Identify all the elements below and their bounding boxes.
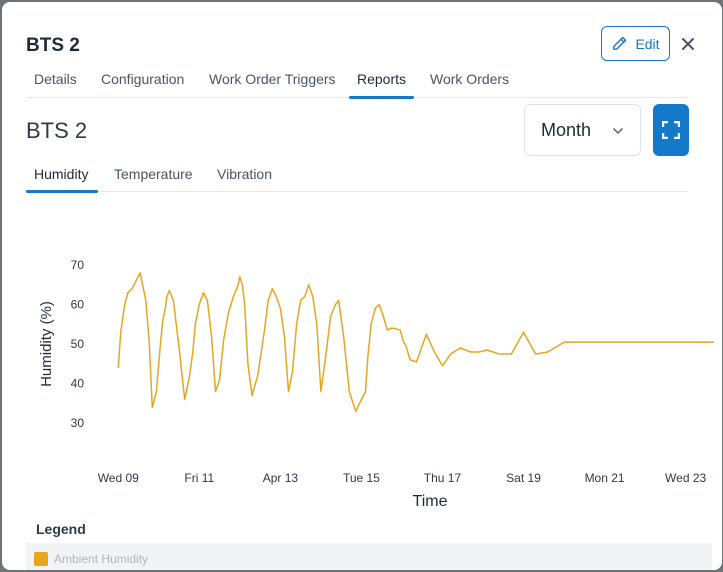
legend-item[interactable]: Ambient Humidity — [54, 552, 149, 566]
edit-label: Edit — [635, 35, 660, 52]
legend: Ambient Humidity — [26, 543, 712, 570]
chevron-down-icon — [613, 128, 623, 134]
report-title: BTS 2 — [26, 118, 88, 143]
x-axis-label: Time — [413, 493, 448, 510]
period-value: Month — [541, 119, 592, 140]
legend-swatch — [34, 552, 48, 566]
x-tick-label: Thu 17 — [424, 471, 462, 485]
x-tick-label: Tue 15 — [343, 471, 380, 485]
close-icon — [682, 38, 694, 50]
active-tab-indicator — [349, 96, 414, 99]
subtab-temperature[interactable]: Temperature — [114, 166, 193, 182]
period-select[interactable]: Month — [524, 104, 641, 156]
tab-details[interactable]: Details — [34, 71, 77, 87]
x-tick-label: Sat 19 — [506, 471, 541, 485]
series-line — [117, 272, 714, 413]
subtab-humidity[interactable]: Humidity — [34, 166, 89, 182]
y-tick-label: 30 — [71, 416, 85, 430]
tab-reports[interactable]: Reports — [357, 71, 407, 87]
x-tick-label: Fri 11 — [184, 471, 214, 485]
x-tick-label: Wed 09 — [98, 471, 139, 485]
report-subtabs: Humidity Temperature Vibration — [26, 159, 688, 193]
pencil-icon — [613, 36, 627, 50]
tab-work-order-triggers[interactable]: Work Order Triggers — [209, 71, 336, 87]
subtab-vibration[interactable]: Vibration — [217, 166, 273, 182]
y-axis-label: Humidity (%) — [38, 301, 55, 387]
active-subtab-indicator — [26, 190, 98, 193]
y-tick-label: 50 — [71, 337, 85, 351]
x-tick-label: Apr 13 — [263, 471, 299, 485]
x-tick-label: Mon 21 — [585, 471, 625, 485]
tab-configuration[interactable]: Configuration — [101, 71, 185, 87]
modal-tabs: Details Configuration Work Order Trigger… — [26, 64, 688, 99]
close-button[interactable] — [677, 33, 699, 55]
fullscreen-icon — [662, 121, 680, 139]
fullscreen-button[interactable] — [653, 104, 689, 156]
y-tick-label: 70 — [71, 258, 85, 272]
x-tick-label: Wed 23 — [665, 471, 706, 485]
legend-title: Legend — [36, 521, 86, 537]
edit-button[interactable]: Edit — [601, 26, 670, 61]
tab-work-orders[interactable]: Work Orders — [430, 71, 510, 87]
y-tick-label: 60 — [71, 297, 85, 311]
modal-title: BTS 2 — [26, 35, 80, 56]
y-tick-label: 40 — [71, 377, 85, 391]
